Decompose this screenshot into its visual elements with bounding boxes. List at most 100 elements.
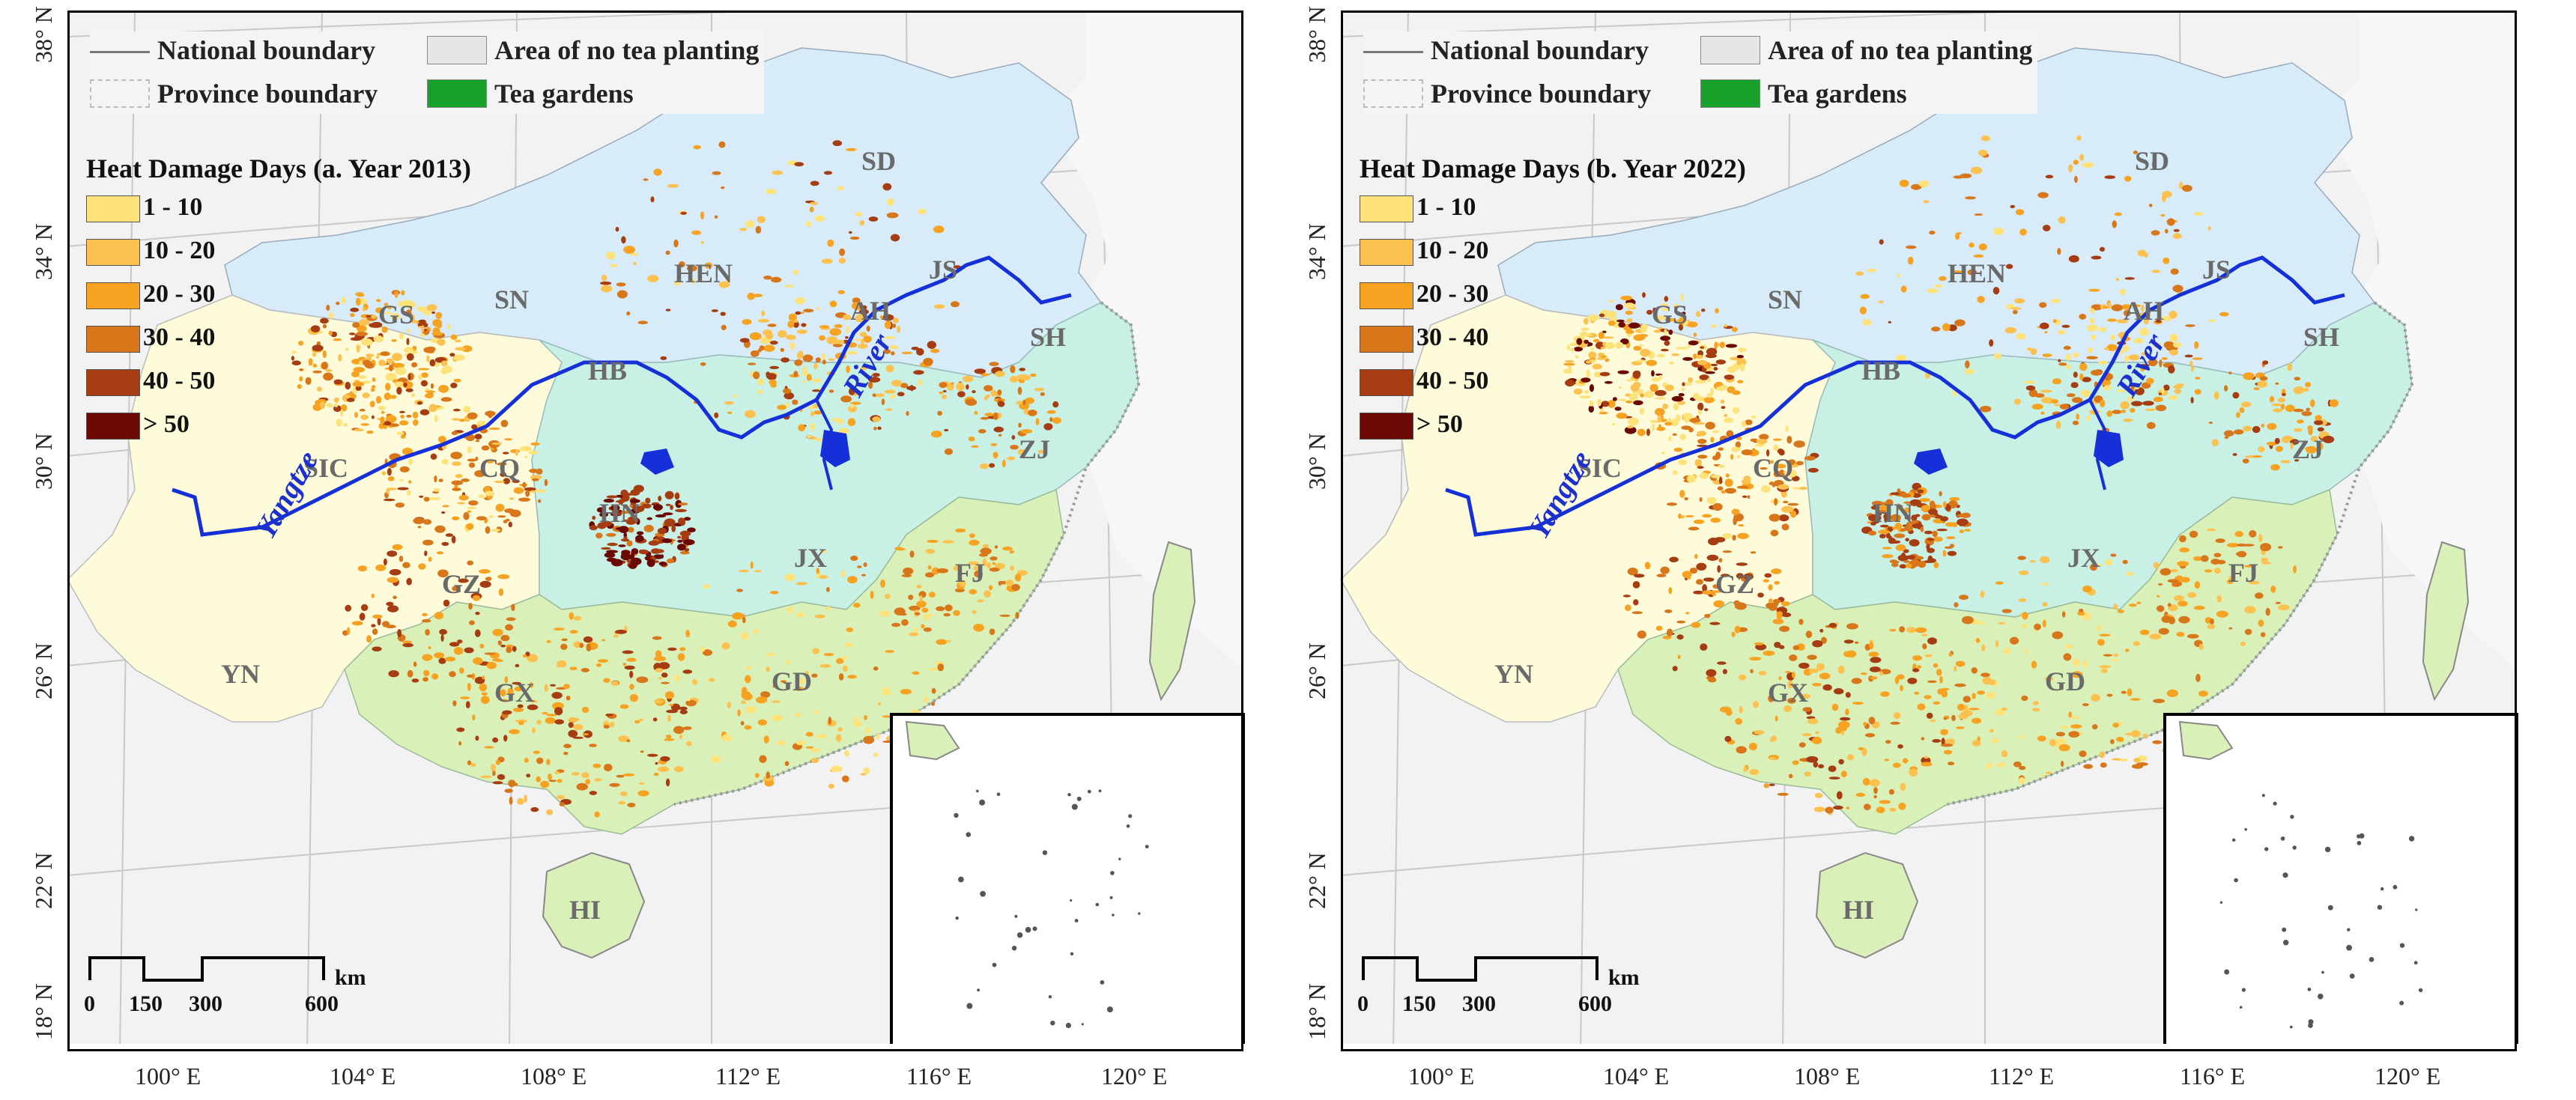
tea-patch: [802, 354, 813, 362]
legend-class-swatch: [86, 369, 140, 397]
tea-patch: [1739, 363, 1745, 372]
tea-patch: [867, 381, 873, 389]
tea-patch: [1836, 791, 1843, 800]
tea-patch: [1813, 806, 1825, 812]
lat-label: 38° N: [30, 6, 57, 63]
tea-patch: [811, 673, 818, 678]
tea-patch: [312, 363, 317, 368]
tea-patch: [1923, 200, 1930, 204]
inset-island-dot: [2280, 836, 2285, 841]
tea-patch: [470, 762, 476, 768]
tea-patch: [769, 340, 778, 345]
inset-island-dot: [2369, 957, 2375, 962]
tea-patch: [992, 562, 996, 565]
tea-patch: [2124, 277, 2135, 280]
tea-patch: [749, 332, 762, 341]
tea-patch: [375, 299, 381, 303]
tea-patch: [886, 212, 899, 219]
tea-patch: [485, 410, 496, 416]
tea-patch: [2039, 322, 2049, 329]
tea-patch: [502, 452, 509, 455]
tea-patch: [1718, 558, 1723, 563]
tea-patch: [909, 709, 921, 714]
tea-patch: [829, 328, 842, 336]
tea-patch: [2100, 668, 2108, 673]
scale-tick: 300: [189, 991, 222, 1016]
tea-patch: [850, 556, 858, 561]
tea-patch: [2127, 688, 2133, 696]
tea-patch: [1705, 353, 1717, 359]
tea-patch: [2178, 181, 2183, 189]
tea-patch: [1955, 660, 1966, 667]
tea-patch: [407, 669, 413, 678]
tea-patch: [1743, 766, 1748, 773]
tea-patch: [2182, 184, 2192, 192]
tea-patch: [1885, 499, 1894, 507]
tea-patch: [795, 582, 807, 586]
tea-patch: [346, 627, 351, 635]
tea-patch: [653, 168, 662, 176]
tea-patch: [383, 425, 387, 429]
tea-patch: [2252, 425, 2261, 434]
tea-patch: [1627, 568, 1638, 576]
tea-patch: [2126, 571, 2134, 577]
tea-patch: [806, 221, 811, 228]
tea-patch: [1921, 633, 1928, 636]
tea-patch: [603, 498, 614, 503]
tea-patch: [757, 348, 762, 353]
tea-patch: [526, 774, 531, 778]
tea-patch: [1614, 407, 1622, 411]
tea-patch: [2052, 378, 2061, 385]
tea-patch: [2001, 707, 2007, 711]
tea-patch: [677, 539, 683, 543]
legend-title: Heat Damage Days (b. Year 2022): [1360, 154, 1746, 183]
tea-patch: [2031, 404, 2043, 410]
tea-patch: [2261, 632, 2266, 637]
tea-patch: [1989, 339, 1994, 347]
tea-patch: [826, 586, 830, 592]
tea-patch: [466, 523, 474, 530]
tea-patch: [351, 621, 363, 626]
tea-patch: [861, 338, 864, 344]
tea-patch: [1598, 332, 1604, 339]
tea-patch: [1962, 616, 1974, 625]
legend-class-swatch: [86, 413, 140, 440]
tea-patch: [1715, 359, 1726, 365]
tea-patch: [508, 780, 516, 788]
tea-patch: [2067, 393, 2076, 398]
tea-patch: [2275, 601, 2281, 604]
tea-patch: [1912, 493, 1921, 498]
legend-national-boundary: National boundary: [157, 35, 376, 65]
tea-patch: [2115, 277, 2120, 282]
tea-patch: [1624, 426, 1637, 434]
tea-patch: [1939, 675, 1943, 684]
tea-patch: [1855, 271, 1864, 276]
tea-patch: [921, 624, 925, 629]
tea-patch: [2010, 307, 2021, 310]
tea-patch: [2210, 618, 2214, 625]
tea-patch: [1025, 397, 1034, 404]
tea-patch: [755, 773, 760, 778]
tea-patch: [620, 791, 628, 797]
tea-patch: [760, 691, 771, 698]
tea-patch: [1625, 310, 1633, 315]
tea-patch: [787, 658, 791, 665]
tea-patch: [2243, 544, 2255, 547]
tea-patch: [509, 497, 515, 500]
tea-patch: [909, 632, 918, 636]
legend-no-tea: Area of no tea planting: [1768, 35, 2033, 65]
tea-patch: [2082, 703, 2089, 707]
tea-patch: [885, 650, 894, 653]
tea-patch: [1845, 692, 1851, 698]
tea-patch: [973, 565, 979, 571]
tea-patch: [1948, 500, 1958, 508]
tea-patch: [1909, 768, 1918, 777]
tea-patch: [995, 371, 1005, 377]
tea-patch: [1921, 762, 1933, 767]
province-boundary-symbol: [1363, 79, 1423, 108]
tea-patch: [1840, 771, 1847, 778]
tea-patch: [667, 647, 677, 651]
tea-patch: [770, 591, 779, 595]
tea-patch: [360, 604, 369, 612]
tea-patch: [1673, 304, 1679, 307]
